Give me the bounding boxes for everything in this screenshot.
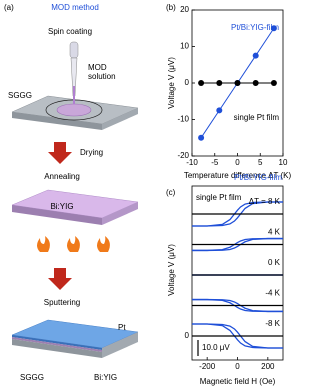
step-label: Annealing [44, 172, 80, 181]
y-tick-label: 10 [180, 42, 189, 51]
spin-coating-illustration [11, 41, 139, 130]
scale-bar-label: 10.0 μV [202, 343, 230, 352]
hysteresis-branch [192, 298, 283, 313]
y-tick-label: 20 [180, 5, 189, 14]
step-label: Sputtering [44, 298, 80, 307]
x-tick-label: -200 [199, 362, 216, 371]
x-tick-label: -10 [186, 158, 198, 167]
hysteresis-branch [192, 323, 283, 349]
hysteresis-branch [192, 201, 283, 227]
plot-frame [191, 185, 284, 361]
flames [37, 236, 110, 252]
trace-label: 4 K [268, 228, 281, 237]
trace-label: ΔT = 8 K [249, 197, 281, 206]
point [252, 52, 259, 59]
trace-label: 0 K [268, 258, 281, 267]
x-tick-label: 0 [235, 158, 240, 167]
y-tick-label: 0 [185, 331, 190, 340]
y-axis-label: Voltage V (μV) [167, 244, 176, 296]
y-tick-label: -10 [177, 115, 189, 124]
x-axis-label: Magnetic field H (Oe) [200, 377, 276, 386]
y-tick-label: 0 [185, 78, 190, 87]
point [216, 80, 223, 86]
point [270, 25, 277, 32]
point [234, 80, 241, 86]
diagram-title: MOD method [51, 3, 99, 12]
page: {"diagram": {"label": "(a)", "title": "M… [4, 3, 292, 387]
arrow [48, 268, 72, 290]
point [252, 80, 259, 86]
film-label: Bi:YIG [94, 373, 117, 382]
solution-label: solution [88, 72, 116, 81]
trace-label: -4 K [265, 289, 280, 298]
step-label: Spin coating [48, 27, 92, 36]
x-tick-label: 5 [258, 158, 263, 167]
x-tick-label: -5 [211, 158, 219, 167]
y-tick-label: -20 [177, 151, 189, 160]
metal-label: Pt [118, 323, 126, 332]
y-axis-label: Voltage V (μV) [167, 57, 176, 109]
legend-entry: Pt/Bi:YIG-film [231, 23, 279, 32]
film-label: Bi:YIG [50, 202, 73, 211]
figure: (a) MOD method Spin coating MOD solution… [4, 3, 292, 386]
hysteresis-branch [192, 201, 283, 227]
hysteresis-branch [192, 237, 283, 252]
x-tick-label: 10 [279, 158, 288, 167]
trace-label: -8 K [265, 319, 280, 328]
point [198, 134, 205, 141]
point [270, 80, 277, 86]
point [216, 107, 223, 114]
legend-entry: Pt/Bi:YIG-film [234, 173, 282, 182]
solution-label: MOD [88, 63, 107, 72]
annealed-sample [11, 189, 139, 225]
panel-label: (b) [166, 3, 176, 12]
x-tick-label: 200 [261, 362, 275, 371]
x-tick-label: 0 [235, 362, 240, 371]
panel-label: (c) [166, 188, 176, 197]
substrate-label: SGGG [8, 91, 32, 100]
legend-entry: single Pt film [196, 193, 242, 202]
hysteresis-branch [192, 323, 283, 349]
x-axis-label: Temperature difference ΔT (K) [184, 171, 292, 180]
step-label: Drying [80, 148, 103, 157]
legend-entry: single Pt film [234, 113, 280, 122]
final-sample [11, 319, 139, 358]
arrow [48, 142, 72, 164]
substrate-label: SGGG [20, 373, 44, 382]
point [198, 80, 205, 86]
panel-label: (a) [4, 3, 14, 12]
